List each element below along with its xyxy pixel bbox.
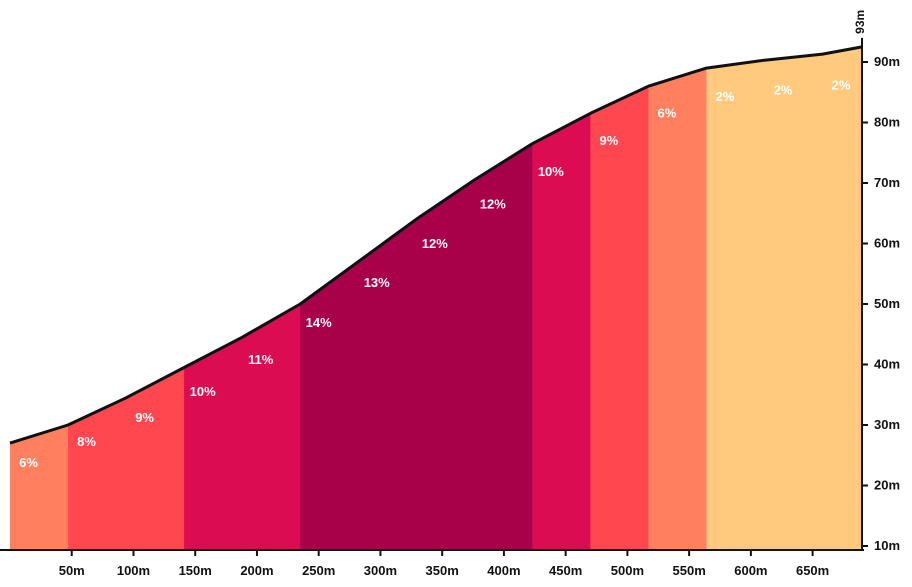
grade-label-13: 2% [774,83,793,98]
y-tick-label-7: 80m [874,115,900,130]
y-tick-label-3: 40m [874,357,900,372]
x-tick-label-2: 150m [179,563,212,578]
grade-band-3 [300,46,533,550]
grade-label-8: 12% [480,196,506,211]
grade-label-10: 9% [599,133,618,148]
grade-label-14: 2% [832,77,851,92]
x-tick-label-8: 450m [549,563,582,578]
x-tick-label-1: 100m [117,563,150,578]
y-tick-label-0: 10m [874,538,900,553]
elevation-profile-line [9,45,863,445]
y-tick-label-8: 90m [874,54,900,69]
y-tick-label-4: 50m [874,296,900,311]
grade-label-0: 6% [19,455,38,470]
x-axis-ticks: 50m 100m 150m 200m 250m 300m 350m 400m 450m 500m 5… [59,550,829,578]
grade-labels: 6% 8% 9% 10% 11% 14% 13% 12% 12% 10% 9% 6% 2% 2% 2% [19,77,851,470]
grade-band-6 [648,46,707,550]
y-tick-label-2: 30m [874,417,900,432]
grade-label-7: 12% [422,236,448,251]
x-tick-label-5: 300m [364,563,397,578]
y-tick-label-1: 20m [874,478,900,493]
x-tick-label-3: 200m [240,563,273,578]
grade-bands [10,46,862,550]
grade-band-7 [706,46,862,550]
x-tick-label-6: 350m [426,563,459,578]
y-tick-label-5: 60m [874,236,900,251]
grade-band-1 [68,46,185,550]
x-tick-label-11: 600m [734,563,767,578]
grade-label-6: 13% [364,275,390,290]
x-tick-label-4: 250m [302,563,335,578]
grade-label-5: 14% [306,315,332,330]
grade-label-12: 2% [716,89,735,104]
x-tick-label-10: 550m [673,563,706,578]
grade-band-2 [184,46,301,550]
max-elevation-label: 93m [853,10,867,34]
grade-label-4: 11% [248,352,274,367]
grade-label-9: 10% [538,164,564,179]
x-tick-label-7: 400m [487,563,520,578]
grade-label-1: 8% [77,434,96,449]
x-tick-label-0: 50m [59,563,85,578]
y-axis-ticks: 10m 20m 30m 40m 50m 60m 70m 80m 90m [862,54,900,553]
x-tick-label-12: 650m [796,563,829,578]
grade-band-5 [590,46,649,550]
grade-label-3: 10% [190,384,216,399]
y-tick-label-6: 70m [874,175,900,190]
grade-label-2: 9% [135,410,154,425]
grade-label-11: 6% [658,106,677,121]
grade-band-4 [532,46,591,550]
x-tick-label-9: 500m [611,563,644,578]
